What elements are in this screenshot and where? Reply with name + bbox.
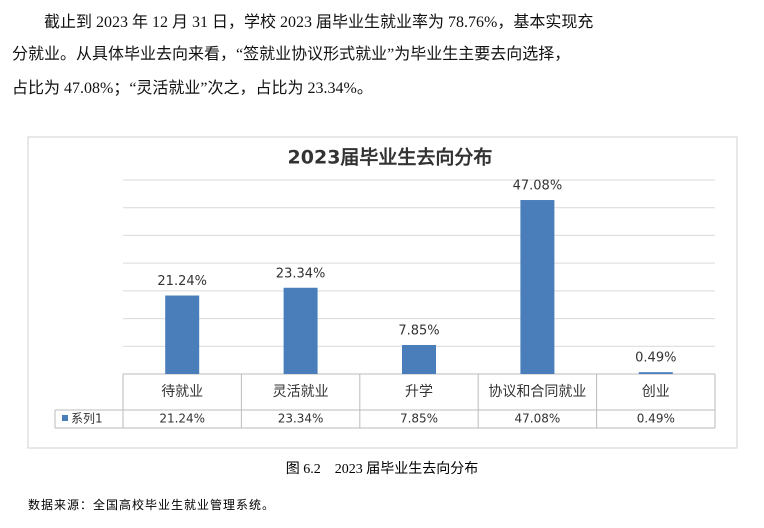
bar [520, 200, 555, 374]
legend-swatch [62, 415, 68, 421]
table-value: 7.85% [400, 412, 438, 426]
bar [165, 295, 200, 374]
paragraph-line: 分就业。从具体毕业去向来看，“签就业协议形式就业”为毕业生主要去向选择， [12, 46, 571, 63]
source: 数据来源：全国高校毕业生就业管理系统。 [28, 498, 276, 512]
table-value: 23.34% [278, 412, 324, 426]
x-tick-label: 协议和合同就业 [488, 384, 586, 400]
data-label: 7.85% [398, 323, 439, 338]
bar [283, 287, 318, 374]
chart-title: 2023届毕业生去向分布 [288, 146, 493, 169]
legend-label: 系列1 [71, 412, 103, 426]
x-tick-label: 灵活就业 [273, 384, 329, 400]
table-value: 0.49% [637, 412, 675, 426]
x-tick-label: 升学 [405, 384, 433, 400]
x-tick-label: 待就业 [161, 384, 203, 400]
paragraph-line: 占比为 47.08%；“灵活就业”次之，占比为 23.34%。 [12, 80, 373, 97]
table-value: 21.24% [159, 412, 205, 426]
chart-frame [27, 136, 738, 449]
caption: 图 6.2 2023 届毕业生去向分布 [285, 462, 479, 477]
data-label: 21.24% [157, 274, 207, 289]
bar [402, 344, 436, 374]
data-label: 47.08% [513, 179, 563, 194]
table-value: 47.08% [515, 412, 561, 426]
data-label: 0.49% [635, 351, 676, 366]
x-tick-label: 创业 [642, 384, 670, 400]
data-label: 23.34% [276, 266, 326, 281]
paragraph-line: 截止到 2023 年 12 月 31 日，学校 2023 届毕业生就业率为 78… [44, 14, 594, 31]
bar [638, 372, 673, 374]
